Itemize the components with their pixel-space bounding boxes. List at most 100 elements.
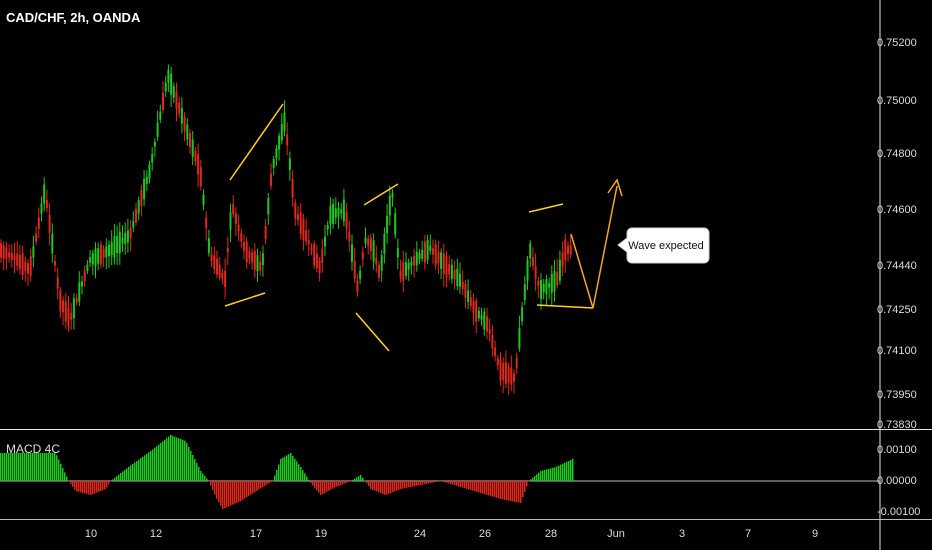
candle-body (216, 258, 218, 275)
macd-bar (350, 481, 352, 482)
macd-bar (232, 481, 234, 505)
candle-body (402, 262, 405, 282)
macd-bar (448, 481, 450, 484)
macd-bar (120, 473, 122, 481)
candle-body (445, 256, 448, 277)
macd-bar (102, 481, 104, 491)
candle-body (210, 254, 213, 262)
macd-bar (462, 481, 464, 488)
candle-body (202, 194, 205, 205)
candle-body (399, 270, 402, 279)
macd-bar (52, 453, 54, 481)
macd-bar (50, 453, 52, 481)
macd-bar (134, 462, 136, 481)
candle-body (472, 301, 475, 313)
macd-bar (12, 453, 14, 481)
candle-body (375, 257, 378, 265)
macd-bar (92, 481, 94, 495)
macd-bar (0, 453, 2, 481)
annotation-callout[interactable]: Wave expected (617, 227, 710, 264)
macd-bar (218, 481, 220, 503)
macd-bar (20, 453, 22, 481)
candle-body (564, 239, 567, 261)
candle-body (221, 272, 224, 279)
macd-bar (82, 481, 84, 493)
candle-body (199, 167, 202, 187)
date-tick-label: 10 (84, 528, 98, 540)
pattern-lower-line-2 (355, 312, 390, 352)
macd-bar (168, 436, 170, 481)
macd-bar (376, 481, 378, 492)
candle-body (259, 261, 262, 271)
candle-body (407, 262, 410, 270)
candle-body (8, 252, 11, 258)
macd-bar (172, 435, 174, 481)
chart-title: CAD/CHF, 2h, OANDA (6, 10, 141, 25)
candle-body (186, 124, 189, 140)
macd-bar (558, 465, 560, 481)
candle-body (240, 233, 243, 242)
macd-bar (196, 463, 198, 481)
date-tick-label: 26 (478, 528, 492, 540)
macd-bar (396, 481, 398, 491)
macd-bar (400, 481, 402, 489)
macd-bar (466, 481, 468, 489)
macd-bar (272, 481, 274, 482)
macd-bar (460, 481, 462, 487)
macd-bar (430, 481, 432, 483)
candle-body (410, 261, 413, 266)
macd-bar (508, 481, 510, 501)
candle-body (83, 270, 86, 282)
candle-body (226, 248, 229, 253)
macd-bar (72, 481, 74, 487)
macd-bar (342, 481, 344, 485)
macd-bar (434, 481, 436, 483)
macd-bar (104, 481, 106, 490)
price-tick-label: 0.75200 (877, 37, 917, 49)
candle-body (16, 253, 19, 266)
candle-body (521, 307, 524, 322)
candle-body (191, 139, 194, 157)
candle-body (396, 248, 399, 258)
macd-bar (264, 481, 266, 486)
candle-body (270, 173, 272, 186)
candle-body (272, 158, 275, 168)
macd-bar (62, 468, 64, 481)
macd-bar (74, 481, 76, 490)
macd-bar (158, 444, 160, 481)
macd-bar (156, 446, 158, 481)
pattern-upper-line-2 (363, 183, 399, 206)
pattern-upper-line-1 (229, 103, 284, 181)
macd-bar (520, 481, 522, 503)
candle-body (369, 237, 372, 251)
macd-bar (48, 453, 50, 481)
macd-bar (510, 481, 512, 501)
candle-body (32, 246, 35, 258)
wave-projection-arrowhead (607, 178, 623, 197)
macd-bar (30, 453, 32, 481)
candle-body (423, 241, 426, 263)
macd-bar (266, 481, 268, 485)
candle-body (207, 238, 210, 254)
macd-bar (152, 449, 154, 481)
candle-body (529, 243, 532, 259)
candle-body (51, 233, 54, 254)
macd-bar (94, 481, 96, 494)
candle-body (364, 237, 367, 244)
macd-bar (130, 465, 132, 481)
candle-body (148, 164, 151, 179)
candle-body (507, 366, 510, 383)
macd-bar (566, 461, 568, 481)
macd-bar (182, 439, 184, 481)
macd-bar (208, 481, 210, 482)
macd-bar (540, 471, 542, 481)
macd-bar (170, 435, 172, 481)
candle-body (542, 284, 545, 293)
macd-bar (220, 481, 222, 506)
macd-bar (326, 481, 328, 492)
macd-bar (488, 481, 490, 496)
macd-bar (436, 481, 438, 482)
macd-bar (268, 481, 270, 484)
price-tick-label: 0.74100 (877, 345, 917, 357)
